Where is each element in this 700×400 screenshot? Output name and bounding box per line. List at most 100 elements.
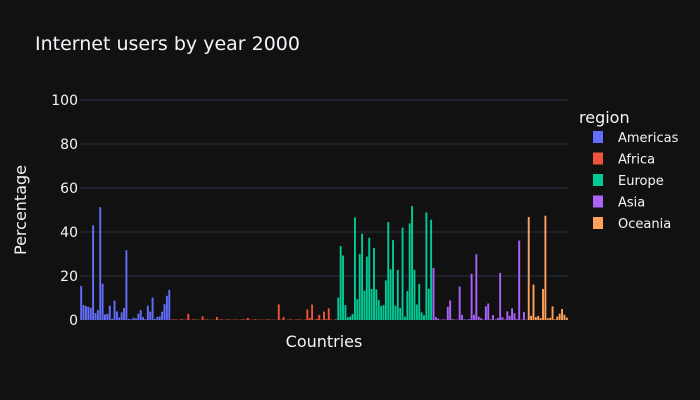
bar-europe[interactable] — [373, 248, 375, 320]
bar-americas[interactable] — [130, 319, 133, 320]
bar-europe[interactable] — [380, 305, 383, 320]
bar-americas[interactable] — [89, 307, 92, 320]
bar-africa[interactable] — [282, 317, 285, 320]
bar-europe[interactable] — [389, 269, 392, 320]
bar-americas[interactable] — [113, 300, 116, 320]
bar-africa[interactable] — [334, 319, 337, 320]
bar-americas[interactable] — [108, 305, 111, 320]
bar-asia[interactable] — [492, 315, 494, 320]
bar-americas[interactable] — [96, 310, 99, 320]
bar-asia[interactable] — [437, 318, 440, 320]
bar-europe[interactable] — [358, 254, 361, 320]
bar-europe[interactable] — [394, 305, 397, 320]
bar-americas[interactable] — [101, 283, 104, 320]
bar-asia[interactable] — [508, 315, 511, 320]
bar-europe[interactable] — [418, 283, 421, 320]
bar-asia[interactable] — [475, 254, 478, 320]
bar-americas[interactable] — [165, 295, 168, 320]
bar-europe[interactable] — [430, 219, 433, 320]
bar-oceania[interactable] — [527, 217, 530, 320]
bar-asia[interactable] — [511, 308, 514, 320]
bar-asia[interactable] — [434, 317, 437, 320]
bar-africa[interactable] — [315, 318, 318, 320]
bar-europe[interactable] — [401, 227, 404, 320]
bar-europe[interactable] — [387, 222, 390, 320]
bar-americas[interactable] — [146, 305, 149, 320]
bar-americas[interactable] — [118, 317, 121, 320]
bar-africa[interactable] — [323, 311, 325, 320]
bar-asia[interactable] — [463, 319, 466, 320]
bar-americas[interactable] — [132, 317, 135, 320]
bar-asia[interactable] — [480, 318, 483, 320]
legend-item-africa[interactable]: Africa — [593, 152, 655, 168]
bar-europe[interactable] — [356, 299, 359, 320]
bar-oceania[interactable] — [549, 317, 552, 320]
bar-asia[interactable] — [499, 272, 502, 320]
bar-americas[interactable] — [87, 306, 90, 320]
bar-africa[interactable] — [277, 304, 280, 320]
bar-europe[interactable] — [396, 269, 399, 320]
bar-europe[interactable] — [368, 237, 371, 320]
bar-europe[interactable] — [408, 223, 411, 320]
bar-europe[interactable] — [337, 297, 340, 320]
bar-europe[interactable] — [342, 255, 344, 320]
bar-americas[interactable] — [125, 250, 128, 320]
bar-africa[interactable] — [311, 304, 314, 320]
bar-europe[interactable] — [415, 304, 418, 320]
bar-europe[interactable] — [349, 316, 352, 320]
bar-americas[interactable] — [106, 313, 109, 320]
bar-africa[interactable] — [246, 318, 249, 320]
bar-africa[interactable] — [254, 319, 256, 320]
bar-americas[interactable] — [127, 318, 130, 320]
bar-europe[interactable] — [403, 316, 406, 320]
bar-europe[interactable] — [399, 307, 402, 320]
bar-africa[interactable] — [296, 319, 299, 320]
legend-item-americas[interactable]: Americas — [593, 131, 679, 146]
bar-oceania[interactable] — [558, 313, 561, 320]
bar-africa[interactable] — [215, 316, 218, 320]
bar-americas[interactable] — [163, 304, 166, 320]
bar-africa[interactable] — [227, 319, 230, 320]
bar-africa[interactable] — [192, 319, 195, 320]
bar-asia[interactable] — [449, 300, 452, 320]
bar-americas[interactable] — [104, 314, 106, 321]
bar-oceania[interactable] — [565, 317, 568, 320]
bar-europe[interactable] — [423, 315, 425, 320]
bar-oceania[interactable] — [551, 306, 554, 320]
bar-europe[interactable] — [361, 233, 364, 320]
bar-asia[interactable] — [446, 306, 449, 320]
bar-europe[interactable] — [346, 317, 349, 320]
bar-europe[interactable] — [384, 280, 387, 320]
bar-europe[interactable] — [375, 289, 378, 320]
bar-asia[interactable] — [432, 268, 435, 320]
bar-europe[interactable] — [382, 305, 385, 320]
bar-asia[interactable] — [461, 314, 464, 320]
bar-asia[interactable] — [470, 273, 473, 320]
bar-americas[interactable] — [142, 317, 145, 320]
bar-africa[interactable] — [206, 319, 209, 320]
bar-asia[interactable] — [513, 313, 516, 320]
bar-americas[interactable] — [156, 316, 159, 320]
bar-europe[interactable] — [411, 206, 414, 320]
bar-africa[interactable] — [318, 314, 321, 320]
bar-asia[interactable] — [442, 319, 444, 320]
bar-americas[interactable] — [151, 297, 154, 320]
bar-oceania[interactable] — [544, 215, 547, 320]
bar-africa[interactable] — [289, 319, 292, 320]
bar-asia[interactable] — [496, 318, 499, 320]
bar-oceania[interactable] — [534, 317, 537, 320]
bar-asia[interactable] — [515, 319, 518, 320]
bar-americas[interactable] — [111, 318, 114, 320]
legend-item-oceania[interactable]: Oceania — [593, 217, 671, 232]
bar-americas[interactable] — [144, 319, 147, 320]
bar-americas[interactable] — [85, 305, 87, 320]
bar-asia[interactable] — [523, 311, 525, 320]
bar-americas[interactable] — [158, 316, 161, 320]
bar-asia[interactable] — [489, 319, 492, 320]
bar-africa[interactable] — [173, 319, 175, 320]
bar-europe[interactable] — [370, 288, 373, 320]
bar-europe[interactable] — [420, 312, 423, 320]
bar-europe[interactable] — [344, 305, 347, 320]
bar-americas[interactable] — [123, 307, 125, 320]
bar-americas[interactable] — [82, 305, 85, 320]
